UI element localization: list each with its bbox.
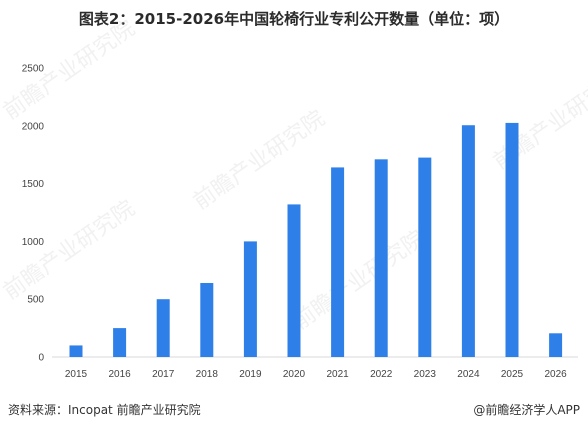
bar-2020 bbox=[287, 204, 301, 357]
x-tick-label: 2021 bbox=[326, 369, 349, 380]
bar-2025 bbox=[505, 122, 519, 357]
x-tick-label: 2023 bbox=[414, 369, 437, 380]
chart-title: 图表2：2015-2026年中国轮椅行业专利公开数量（单位：项） bbox=[78, 10, 510, 28]
watermark-3: 前瞻产业研究院 bbox=[189, 106, 330, 215]
x-tick-label: 2016 bbox=[108, 369, 131, 380]
source-note: 资料来源：Incopat 前瞻产业研究院 bbox=[8, 403, 201, 417]
bar-2019 bbox=[243, 241, 257, 357]
x-tick-label: 2015 bbox=[65, 369, 88, 380]
watermark-2: 前瞻产业研究院 bbox=[0, 196, 140, 305]
y-tick-label: 500 bbox=[27, 295, 44, 306]
x-tick-label: 2017 bbox=[152, 369, 175, 380]
bar-2015 bbox=[69, 345, 83, 357]
bar-2021 bbox=[331, 167, 345, 357]
x-tick-label: 2019 bbox=[239, 369, 262, 380]
x-tick-label: 2020 bbox=[283, 369, 306, 380]
x-tick-label: 2022 bbox=[370, 369, 393, 380]
y-tick-label: 1000 bbox=[22, 237, 45, 248]
bar-2024 bbox=[461, 125, 475, 357]
y-axis: 0 500 1000 1500 2000 2500 bbox=[22, 64, 45, 364]
x-tick-label: 2026 bbox=[544, 369, 567, 380]
bar-2026 bbox=[549, 333, 563, 357]
watermark-5: 前瞻产业研究院 bbox=[489, 66, 588, 175]
bars bbox=[69, 122, 563, 357]
y-tick-label: 2000 bbox=[22, 121, 45, 132]
watermark-4: 前瞻产业研究院 bbox=[289, 226, 430, 335]
y-tick-label: 0 bbox=[38, 353, 44, 364]
bar-2022 bbox=[374, 159, 388, 357]
bar-2018 bbox=[200, 283, 214, 357]
x-tick-label: 2025 bbox=[501, 369, 524, 380]
brand-label: @前瞻经济学人APP bbox=[473, 403, 580, 417]
y-tick-label: 1500 bbox=[22, 179, 45, 190]
y-tick-label: 2500 bbox=[22, 64, 45, 75]
x-tick-label: 2024 bbox=[457, 369, 480, 380]
x-axis: 2015 2016 2017 2018 2019 2020 2021 2022 2023 2024… bbox=[65, 369, 567, 380]
bar-2023 bbox=[418, 157, 432, 357]
x-tick-label: 2018 bbox=[196, 369, 219, 380]
bar-2017 bbox=[156, 299, 170, 357]
bar-2016 bbox=[113, 328, 127, 357]
